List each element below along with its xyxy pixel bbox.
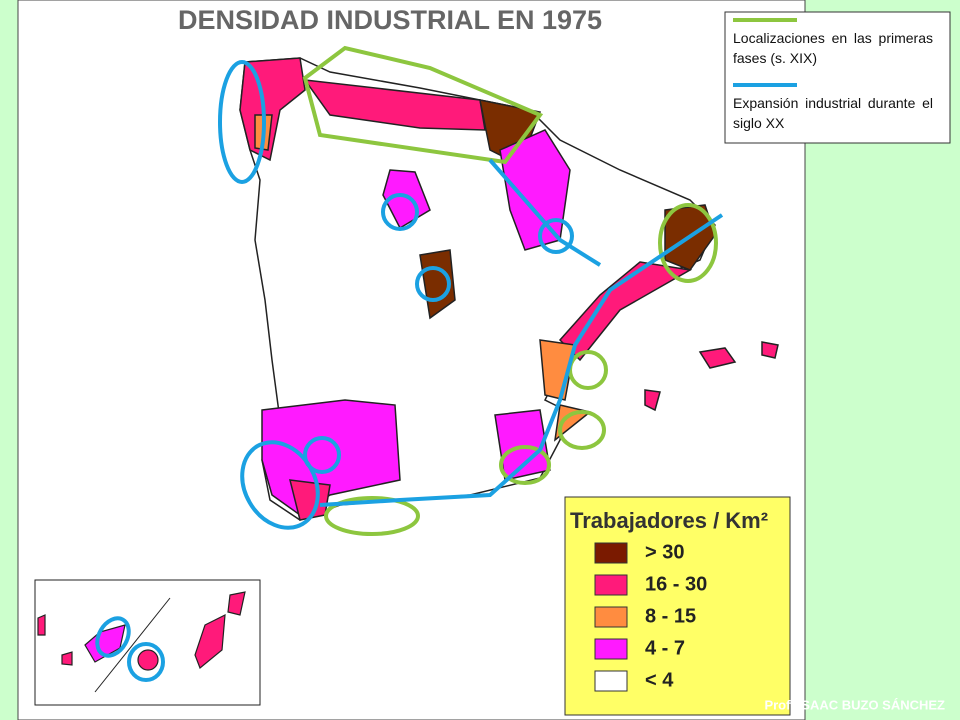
legend-label: > 30 xyxy=(645,541,684,563)
credit: Prof. ISAAC BUZO SÁNCHEZ xyxy=(764,697,945,712)
annotation-legend-items: Localizaciones en las primeras fases (s.… xyxy=(733,18,933,131)
legend-swatch xyxy=(594,574,628,596)
inset-divider xyxy=(94,597,171,693)
annotation-legend xyxy=(724,11,951,144)
legend-label: 4 - 7 xyxy=(645,637,685,659)
density-legend-items: > 30 16 - 30 8 - 15 4 - 7 < 4 xyxy=(594,541,707,692)
canary-islands xyxy=(37,591,246,671)
early-locations xyxy=(302,45,718,536)
legend-label: 16 - 30 xyxy=(645,573,707,595)
legend-label: Expansión industrial durante el siglo XX xyxy=(733,95,933,131)
legend-swatch xyxy=(594,670,628,692)
legend-text-box: Localizaciones en las primeras fases (s.… xyxy=(733,30,933,66)
legend-swatch xyxy=(594,606,628,628)
legend-swatch xyxy=(594,542,628,564)
expansion xyxy=(95,60,724,682)
legend-text-box: Expansión industrial durante el siglo XX xyxy=(733,95,933,131)
legend-label: Localizaciones en las primeras fases (s.… xyxy=(733,30,933,66)
legend-label: 8 - 15 xyxy=(645,605,696,627)
legend-label: < 4 xyxy=(645,669,674,691)
legend-swatch xyxy=(594,638,628,660)
density-legend-title: Trabajadores / Km² xyxy=(570,508,768,533)
map-title: DENSIDAD INDUSTRIAL EN 1975 xyxy=(178,5,602,35)
